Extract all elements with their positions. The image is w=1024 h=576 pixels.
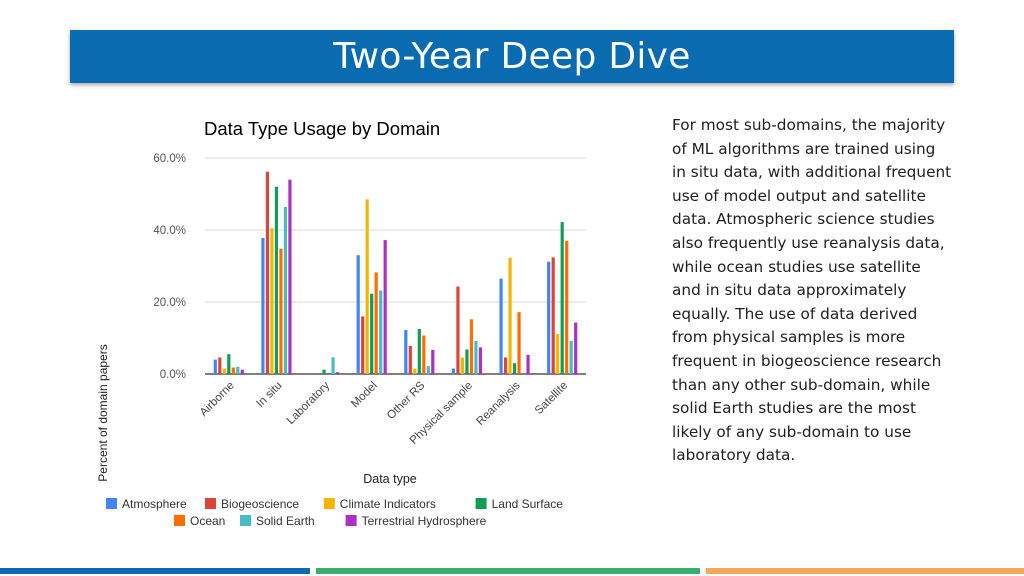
x-tick-label: Other RS <box>385 379 428 422</box>
x-tick-label: Satellite <box>533 380 570 417</box>
x-tick-label: In situ <box>254 380 284 410</box>
bar <box>365 199 369 374</box>
bar <box>512 363 517 374</box>
x-axis-ticks: Airborne In situ Laboratory Model Other RSPh… <box>198 379 571 446</box>
bar <box>361 316 365 374</box>
bar <box>383 240 387 374</box>
bar <box>231 367 235 374</box>
legend-label: Atmosphere <box>122 497 187 511</box>
legend-label: Solid Earth <box>256 514 315 528</box>
slide-body-text: For most sub-domains, the majority of ML… <box>672 116 952 465</box>
bar <box>426 366 430 374</box>
bar <box>374 272 378 374</box>
x-tick-label: Reanalysis <box>474 379 522 427</box>
chart-title: Data Type Usage by Domain <box>204 118 440 139</box>
bar <box>465 349 469 374</box>
legend-swatch <box>475 498 487 509</box>
legend-label: Land Surface <box>492 497 564 511</box>
y-axis-ticks: 0.0% 20.0% 40.0% 60.0% <box>153 153 186 381</box>
bar <box>331 357 335 374</box>
bar <box>222 368 226 374</box>
slide-title: Two-Year Deep Dive <box>333 36 691 77</box>
bar <box>551 257 555 374</box>
bar <box>560 222 564 374</box>
bars <box>213 171 578 374</box>
bar <box>288 179 292 374</box>
footer-stripe-blue <box>0 568 310 574</box>
bar <box>236 366 240 374</box>
bar <box>240 369 244 374</box>
legend-swatch <box>205 498 216 509</box>
bar <box>279 248 283 374</box>
bar-chart: Data Type Usage by Domain 0.0% 20.0% 40.0%… <box>96 118 586 528</box>
bar <box>456 286 460 374</box>
bar <box>404 330 408 374</box>
legend-label: Biogeoscience <box>221 497 299 511</box>
bar <box>270 228 274 374</box>
bar <box>356 255 360 374</box>
bar <box>451 368 456 374</box>
bar <box>569 340 573 374</box>
bar <box>261 237 265 374</box>
bar <box>265 171 270 374</box>
bar <box>565 240 569 374</box>
footer-stripe-orange <box>706 568 1024 574</box>
y-axis-label: Percent of domain papers <box>96 344 110 481</box>
bar <box>417 329 421 374</box>
bar <box>547 261 551 374</box>
bar <box>413 368 417 374</box>
bar <box>503 357 508 374</box>
bar <box>474 340 478 374</box>
x-axis-label: Data type <box>363 472 417 486</box>
bar <box>227 354 231 374</box>
legend-swatch <box>106 498 117 509</box>
legend-label: Climate Indicators <box>340 497 436 511</box>
x-tick-label: Airborne <box>198 380 237 419</box>
bar <box>517 312 521 374</box>
bar <box>422 335 426 374</box>
bar <box>478 347 483 374</box>
bar <box>556 334 560 374</box>
y-tick-label: 40.0% <box>153 225 186 237</box>
legend-swatch <box>174 515 185 526</box>
bar <box>283 206 288 374</box>
y-tick-label: 0.0% <box>160 369 186 381</box>
bar <box>499 278 503 374</box>
y-tick-label: 60.0% <box>153 153 186 165</box>
bar <box>574 322 578 374</box>
legend-label: Ocean <box>190 514 225 528</box>
legend: Atmosphere Biogeoscience Climate Indicator… <box>106 497 563 528</box>
x-tick-label: Model <box>349 380 380 411</box>
bar <box>370 293 374 374</box>
legend-swatch <box>345 515 357 526</box>
bar <box>408 345 412 374</box>
bar <box>335 372 340 374</box>
bar <box>322 369 326 374</box>
legend-label: Terrestrial Hydrosphere <box>362 514 487 528</box>
footer-stripe-green <box>316 568 700 574</box>
legend-swatch <box>240 515 251 526</box>
y-tick-label: 20.0% <box>153 297 186 309</box>
x-tick-label: Laboratory <box>285 379 333 427</box>
bar <box>508 257 512 374</box>
bar <box>469 319 474 374</box>
bar <box>218 357 222 374</box>
bar <box>213 359 217 374</box>
bar <box>526 354 530 374</box>
title-banner: Two-Year Deep Dive <box>70 30 954 83</box>
bar <box>431 349 435 374</box>
legend-swatch <box>323 498 335 509</box>
bar <box>379 290 383 374</box>
bar <box>460 357 465 374</box>
bar <box>274 186 279 374</box>
